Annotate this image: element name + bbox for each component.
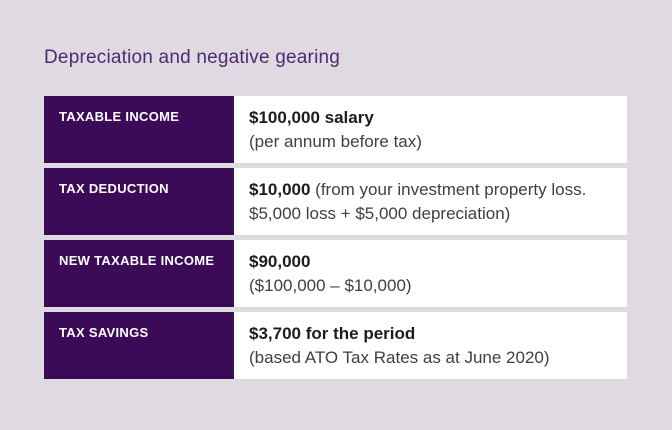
row-label: NEW TAXABLE INCOME — [44, 240, 234, 307]
table-row-taxable-income: TAXABLE INCOME $100,000 salary (per annu… — [44, 96, 627, 163]
row-value: $3,700 for the period (based ATO Tax Rat… — [234, 312, 627, 379]
value-bold: $3,700 for the period — [249, 323, 416, 343]
table-row-new-taxable-income: NEW TAXABLE INCOME $90,000 ($100,000 – $… — [44, 240, 627, 307]
value-line-1: $100,000 salary — [249, 106, 611, 130]
row-value: $10,000 (from your investment property l… — [234, 168, 627, 235]
table-row-tax-deduction: TAX DEDUCTION $10,000 (from your investm… — [44, 168, 627, 235]
value-line-1: $10,000 (from your investment property l… — [249, 178, 611, 202]
value-note: ($100,000 – $10,000) — [249, 275, 412, 295]
row-label: TAX DEDUCTION — [44, 168, 234, 235]
value-line-1: $90,000 — [249, 250, 611, 274]
gearing-table: TAXABLE INCOME $100,000 salary (per annu… — [44, 96, 627, 379]
value-line-1: $3,700 for the period — [249, 322, 611, 346]
table-row-tax-savings: TAX SAVINGS $3,700 for the period (based… — [44, 312, 627, 379]
page-title: Depreciation and negative gearing — [44, 47, 341, 68]
row-label: TAXABLE INCOME — [44, 96, 234, 163]
row-value: $100,000 salary (per annum before tax) — [234, 96, 627, 163]
value-bold: $10,000 — [249, 179, 311, 199]
value-rest: (from your investment property loss. — [310, 179, 587, 199]
value-bold: $100,000 salary — [249, 107, 374, 127]
value-note: (per annum before tax) — [249, 131, 422, 151]
row-value: $90,000 ($100,000 – $10,000) — [234, 240, 627, 307]
value-note: (based ATO Tax Rates as at June 2020) — [249, 347, 550, 367]
row-label: TAX SAVINGS — [44, 312, 234, 379]
value-note: $5,000 loss + $5,000 depreciation) — [249, 203, 511, 223]
value-bold: $90,000 — [249, 251, 311, 271]
